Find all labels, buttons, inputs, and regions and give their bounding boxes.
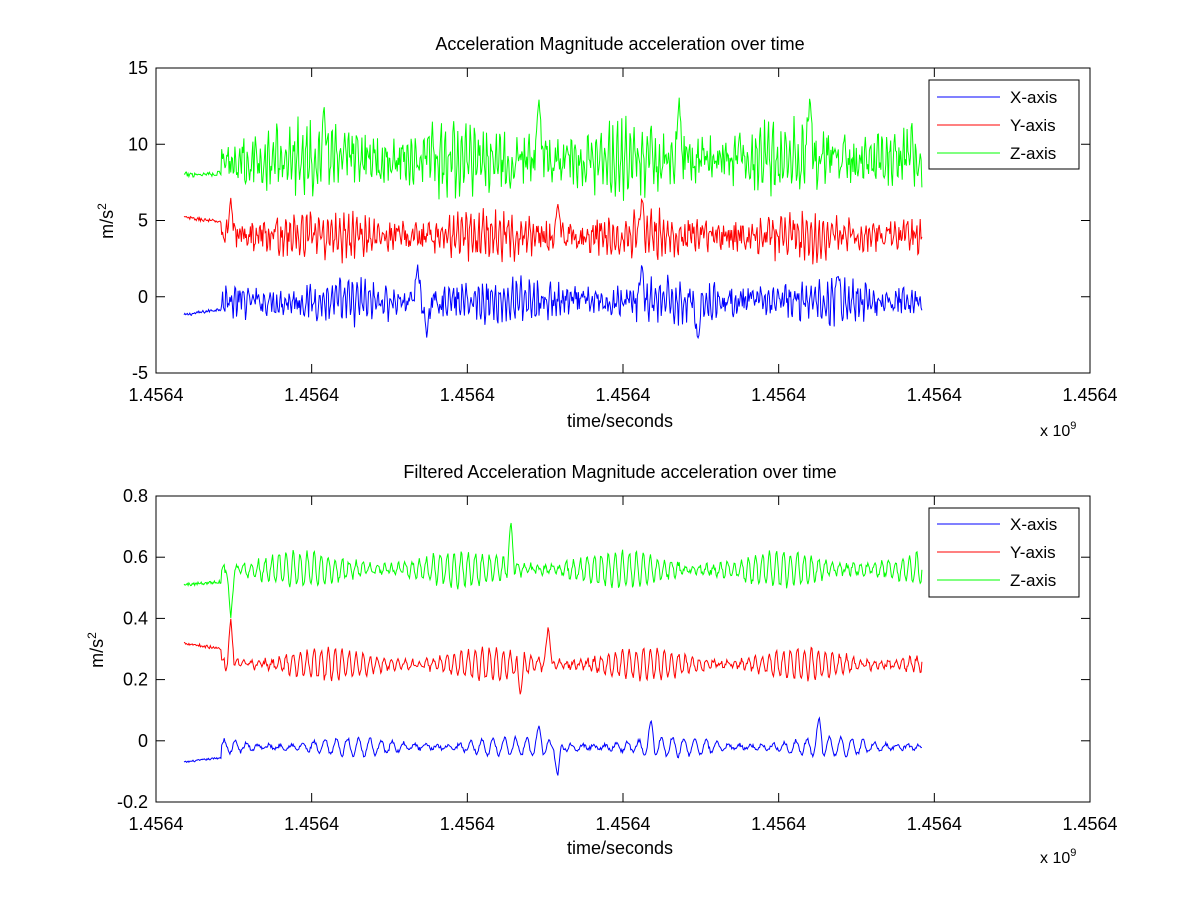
y-tick-label: 0.2 <box>123 670 148 690</box>
x-tick-label: 1.4564 <box>1062 814 1117 834</box>
x-tick-label: 1.4564 <box>1062 385 1117 405</box>
legend: X-axis Y-axis Z-axis <box>928 507 1080 598</box>
y-tick-label: 0 <box>138 731 148 751</box>
x-tick-label: 1.4564 <box>907 814 962 834</box>
x-multiplier-base: x 10 <box>1040 423 1070 440</box>
x-tick-label: 1.4564 <box>440 814 495 834</box>
y-tick-label: -5 <box>132 363 148 383</box>
y-tick-label: 5 <box>138 211 148 231</box>
y-axis-label-unit: m/s <box>87 639 107 668</box>
series-line-x-axis <box>183 716 923 776</box>
x-tick-label: 1.4564 <box>751 814 806 834</box>
legend-label-y-axis: Y-axis <box>1010 543 1056 562</box>
legend-label-y-axis: Y-axis <box>1010 116 1056 135</box>
y-tick-label: 15 <box>128 58 148 78</box>
y-axis-label-superscript: 2 <box>95 203 109 210</box>
x-axis-label: time/seconds <box>567 838 673 858</box>
legend-label-z-axis: Z-axis <box>1010 571 1056 590</box>
x-tick-label: 1.4564 <box>440 385 495 405</box>
series-line-y-axis <box>183 618 923 695</box>
y-axis-label: m/s2 <box>95 203 117 239</box>
raw-acceleration-plot: Acceleration Magnitude acceleration over… <box>95 34 1118 440</box>
y-tick-label: -0.2 <box>117 792 148 812</box>
y-axis-label: m/s2 <box>85 632 107 668</box>
y-tick-label: 0.4 <box>123 608 148 628</box>
x-tick-label: 1.4564 <box>595 814 650 834</box>
axis-ticks: 1.4564 1.4564 1.4564 1.4564 1.4564 1.4564 1.45… <box>117 486 1118 834</box>
legend-label-x-axis: X-axis <box>1010 88 1057 107</box>
x-tick-label: 1.4564 <box>284 814 339 834</box>
x-multiplier-exponent: 9 <box>1070 420 1076 432</box>
x-multiplier-base: x 10 <box>1040 850 1070 867</box>
series-line-x-axis <box>183 264 923 340</box>
legend-label-x-axis: X-axis <box>1010 515 1057 534</box>
x-tick-label: 1.4564 <box>595 385 650 405</box>
x-tick-label: 1.4564 <box>907 385 962 405</box>
x-tick-label: 1.4564 <box>128 814 183 834</box>
chart-title: Acceleration Magnitude acceleration over… <box>435 34 804 54</box>
y-tick-label: 0.6 <box>123 547 148 567</box>
x-axis-label: time/seconds <box>567 411 673 431</box>
x-tick-label: 1.4564 <box>128 385 183 405</box>
x-multiplier-exponent: 9 <box>1070 847 1076 859</box>
y-tick-label: 0.8 <box>123 486 148 506</box>
series-line-z-axis <box>183 522 923 619</box>
filtered-acceleration-plot: Filtered Acceleration Magnitude accelera… <box>85 462 1118 867</box>
x-tick-label: 1.4564 <box>284 385 339 405</box>
series-lines <box>183 522 923 776</box>
x-axis-multiplier: x 109 <box>1040 420 1076 440</box>
y-axis-label-superscript: 2 <box>85 632 99 639</box>
series-line-y-axis <box>183 197 923 265</box>
axis-ticks: 1.4564 1.4564 1.4564 1.4564 1.4564 1.4564 1.45… <box>128 58 1118 405</box>
x-axis-multiplier: x 109 <box>1040 847 1076 867</box>
legend-label-z-axis: Z-axis <box>1010 144 1056 163</box>
x-tick-label: 1.4564 <box>751 385 806 405</box>
y-axis-label-unit: m/s <box>97 210 117 239</box>
y-tick-label: 0 <box>138 287 148 307</box>
series-lines <box>183 97 923 340</box>
chart-title: Filtered Acceleration Magnitude accelera… <box>403 462 836 482</box>
legend: X-axis Y-axis Z-axis <box>928 79 1080 170</box>
series-line-z-axis <box>183 97 923 201</box>
y-tick-label: 10 <box>128 134 148 154</box>
